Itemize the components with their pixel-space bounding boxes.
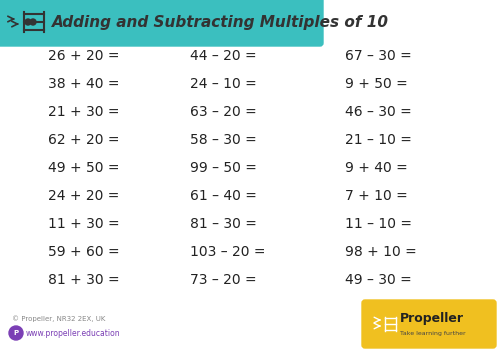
Text: 11 – 10 =: 11 – 10 =: [345, 217, 412, 231]
Text: P: P: [14, 330, 18, 336]
Text: 98 + 10 =: 98 + 10 =: [345, 245, 417, 259]
Text: 9 + 50 =: 9 + 50 =: [345, 77, 408, 91]
Text: 24 + 20 =: 24 + 20 =: [48, 189, 120, 203]
Text: 73 – 20 =: 73 – 20 =: [190, 273, 256, 287]
Text: 62 + 20 =: 62 + 20 =: [48, 133, 120, 147]
FancyBboxPatch shape: [0, 0, 323, 46]
Text: 44 – 20 =: 44 – 20 =: [190, 49, 256, 63]
FancyBboxPatch shape: [362, 300, 496, 348]
Text: 81 – 30 =: 81 – 30 =: [190, 217, 257, 231]
Text: 99 – 50 =: 99 – 50 =: [190, 161, 257, 175]
Text: 58 – 30 =: 58 – 30 =: [190, 133, 257, 147]
Text: 49 – 30 =: 49 – 30 =: [345, 273, 412, 287]
Text: www.propeller.education: www.propeller.education: [26, 329, 120, 337]
Circle shape: [25, 19, 31, 25]
Text: 7 + 10 =: 7 + 10 =: [345, 189, 408, 203]
Text: 21 – 10 =: 21 – 10 =: [345, 133, 412, 147]
Circle shape: [30, 19, 36, 25]
Text: 49 + 50 =: 49 + 50 =: [48, 161, 120, 175]
Text: Propeller: Propeller: [400, 312, 464, 325]
Text: 63 – 20 =: 63 – 20 =: [190, 105, 257, 119]
Text: Adding and Subtracting Multiples of 10: Adding and Subtracting Multiples of 10: [52, 14, 389, 30]
Text: 38 + 40 =: 38 + 40 =: [48, 77, 120, 91]
Text: 11 + 30 =: 11 + 30 =: [48, 217, 120, 231]
Text: 24 – 10 =: 24 – 10 =: [190, 77, 257, 91]
Text: 67 – 30 =: 67 – 30 =: [345, 49, 412, 63]
Text: 81 + 30 =: 81 + 30 =: [48, 273, 120, 287]
Text: 26 + 20 =: 26 + 20 =: [48, 49, 120, 63]
Text: © Propeller, NR32 2EX, UK: © Propeller, NR32 2EX, UK: [12, 316, 106, 322]
Text: 9 + 40 =: 9 + 40 =: [345, 161, 408, 175]
Text: Take learning further: Take learning further: [400, 331, 466, 336]
Text: 61 – 40 =: 61 – 40 =: [190, 189, 257, 203]
Text: 46 – 30 =: 46 – 30 =: [345, 105, 412, 119]
Text: 59 + 60 =: 59 + 60 =: [48, 245, 120, 259]
Text: 103 – 20 =: 103 – 20 =: [190, 245, 266, 259]
Circle shape: [9, 326, 23, 340]
Text: 21 + 30 =: 21 + 30 =: [48, 105, 120, 119]
